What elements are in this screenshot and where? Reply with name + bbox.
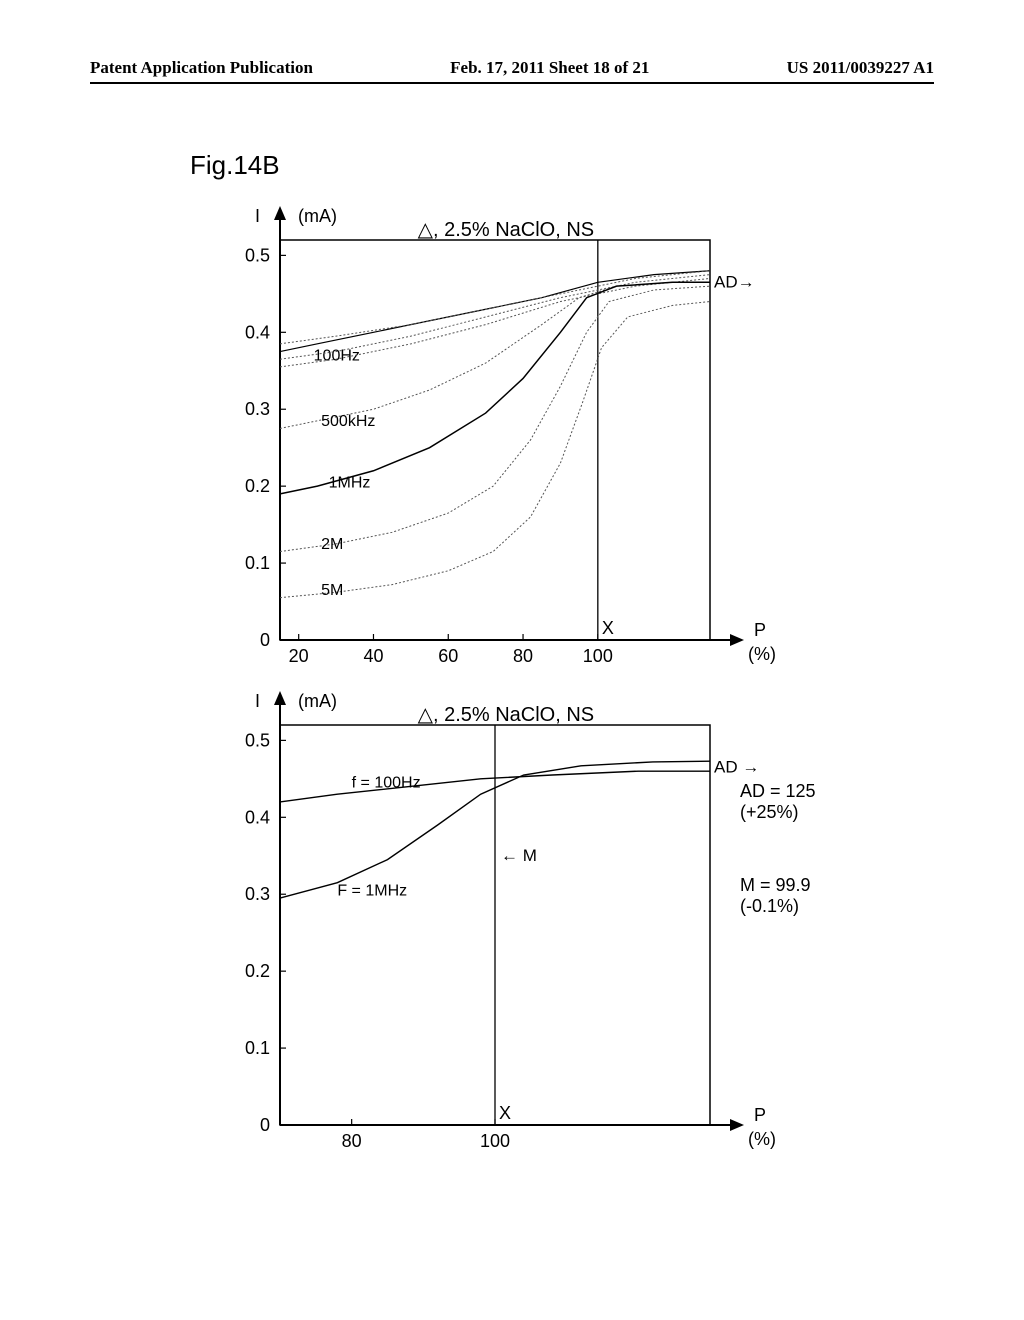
ytick-label: 0.4 xyxy=(245,807,270,827)
series-label: 1MHz xyxy=(329,474,371,491)
side-annotation: M = 99.9 (-0.1%) xyxy=(740,875,830,917)
y-label: I xyxy=(255,206,260,226)
ytick-label: 0.3 xyxy=(245,399,270,419)
ytick-label: 0.4 xyxy=(245,322,270,342)
ad-label: AD → xyxy=(714,757,759,776)
ytick-label: 0.2 xyxy=(245,476,270,496)
xtick-label: 80 xyxy=(513,646,533,666)
ytick-label: 0.1 xyxy=(245,553,270,573)
series-label: 2M xyxy=(321,536,343,553)
x-unit: (%) xyxy=(748,1129,776,1149)
ytick-label: 0 xyxy=(260,630,270,650)
x-marker-label: X xyxy=(602,618,614,638)
header-right: US 2011/0039227 A1 xyxy=(787,58,934,78)
side-annotation: AD = 125 (+25%) xyxy=(740,781,830,823)
series-line xyxy=(280,282,710,494)
figure-label: Fig.14B xyxy=(190,150,280,181)
series-label: f = 100Hz xyxy=(352,775,421,792)
x-marker-label: X xyxy=(499,1103,511,1123)
xtick-label: 100 xyxy=(583,646,613,666)
ytick-label: 0.5 xyxy=(245,245,270,265)
y-label: I xyxy=(255,691,260,711)
header-rule xyxy=(90,82,934,84)
ytick-label: 0.2 xyxy=(245,961,270,981)
ytick-label: 0.1 xyxy=(245,1038,270,1058)
header-left: Patent Application Publication xyxy=(90,58,313,78)
chart-top: 0 0.1 0.2 0.3 0.4 0.5 20 40 60 80 100 I (mA) P (%) △, 2… xyxy=(210,200,830,680)
x-label: P xyxy=(754,620,766,640)
chart-bottom: 0 0.1 0.2 0.3 0.4 0.5 80 100 I (mA) P (%) △, 2.5% Na… xyxy=(210,685,830,1165)
ytick-label: 0 xyxy=(260,1115,270,1135)
chart-bottom-svg: 0 0.1 0.2 0.3 0.4 0.5 80 100 I (mA) P (%) △, 2.5% Na… xyxy=(210,685,830,1165)
series-line xyxy=(280,302,710,598)
chart-title: △, 2.5% NaClO, NS xyxy=(418,219,595,241)
xtick-label: 80 xyxy=(342,1131,362,1151)
chart-top-svg: 0 0.1 0.2 0.3 0.4 0.5 20 40 60 80 100 I (mA) P (%) △, 2… xyxy=(210,200,830,680)
series-label: F = 1MHz xyxy=(337,882,407,899)
x-label: P xyxy=(754,1105,766,1125)
chart-title: △, 2.5% NaClO, NS xyxy=(418,704,595,726)
xtick-label: 20 xyxy=(289,646,309,666)
series-label: 5M xyxy=(321,582,343,599)
xtick-label: 100 xyxy=(480,1131,510,1151)
xtick-label: 40 xyxy=(363,646,383,666)
ytick-label: 0.5 xyxy=(245,730,270,750)
ad-label: AD→ xyxy=(714,272,755,291)
y-unit: (mA) xyxy=(298,206,337,226)
xtick-label: 60 xyxy=(438,646,458,666)
series-line xyxy=(280,271,710,352)
y-unit: (mA) xyxy=(298,691,337,711)
page-header: Patent Application Publication Feb. 17, … xyxy=(0,58,1024,78)
header-center: Feb. 17, 2011 Sheet 18 of 21 xyxy=(450,58,649,78)
m-label: ← M xyxy=(501,846,537,865)
series-label: 500kHz xyxy=(321,413,375,430)
ytick-label: 0.3 xyxy=(245,884,270,904)
x-unit: (%) xyxy=(748,644,776,664)
